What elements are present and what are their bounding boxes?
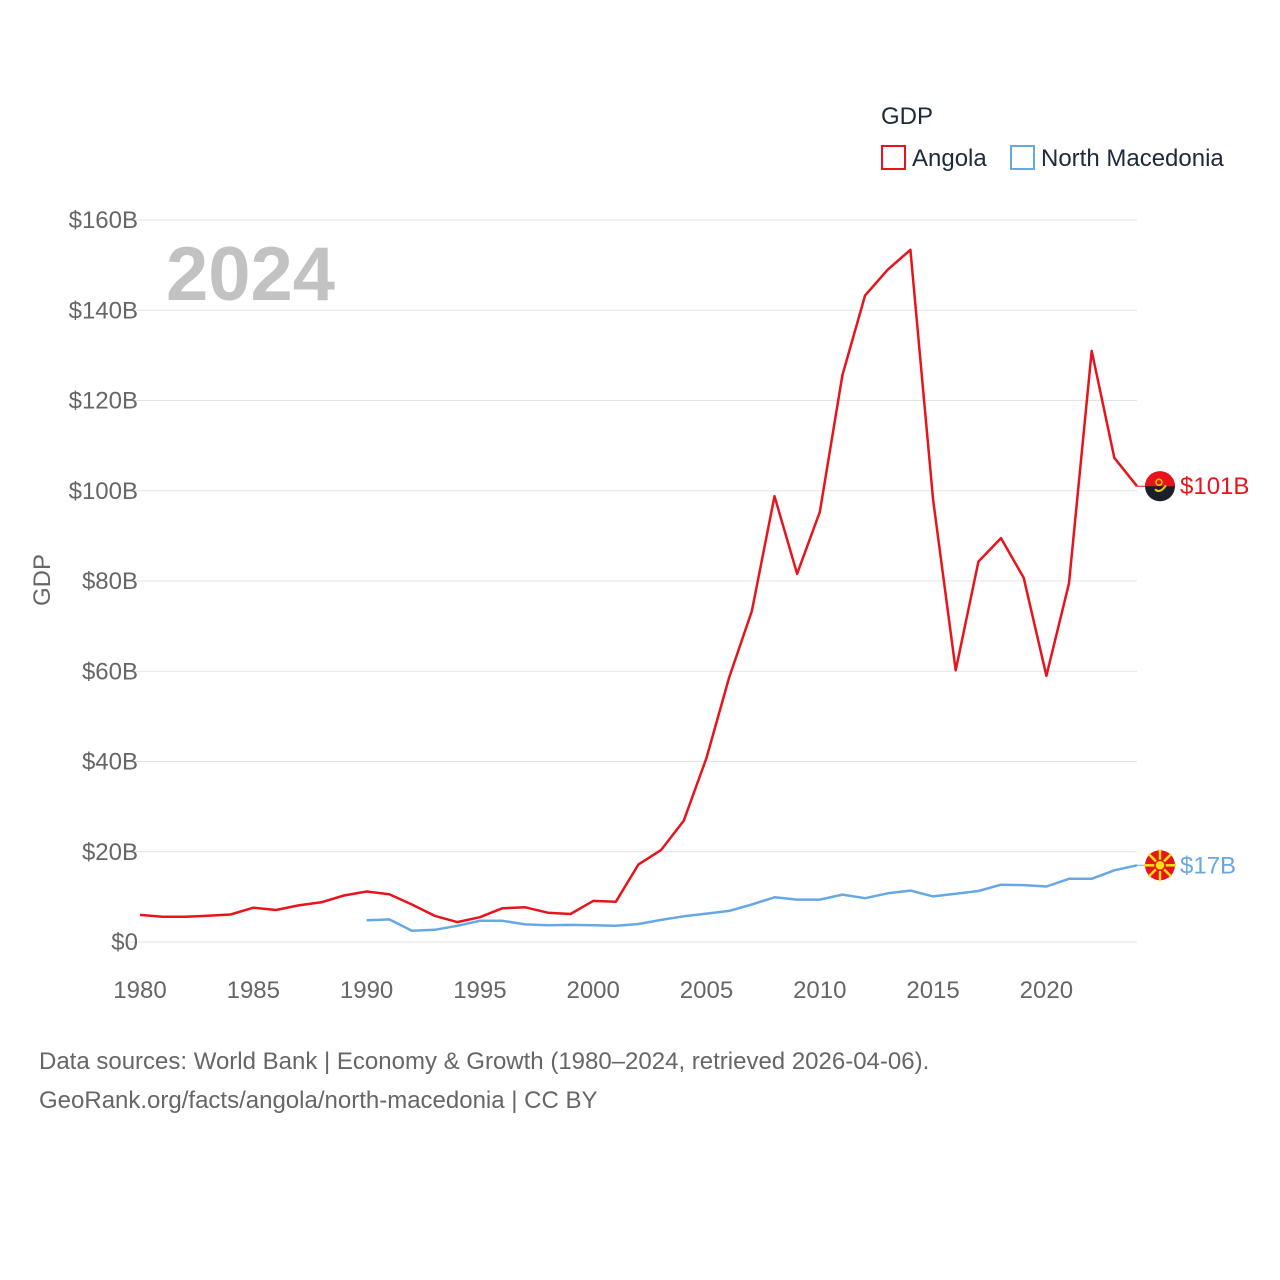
y-tick-label: $160B (69, 207, 138, 234)
series-line-angola[interactable] (139, 248, 1138, 924)
x-tick-label: 2010 (793, 977, 846, 1004)
legend-title: GDP (881, 103, 933, 130)
legend-swatch-north-macedonia (1010, 145, 1035, 170)
x-tick-label: 2020 (1020, 977, 1073, 1004)
source-line-2[interactable]: GeoRank.org/facts/angola/north-macedonia… (39, 1087, 598, 1114)
y-tick-label: $0 (111, 929, 138, 956)
legend-item-angola[interactable]: Angola (881, 145, 987, 172)
x-tick-label: 1985 (227, 977, 280, 1004)
x-tick-label: 1995 (453, 977, 506, 1004)
legend-label-north-macedonia: North Macedonia (1041, 145, 1224, 172)
x-tick-label: 2005 (680, 977, 733, 1004)
x-tick-label: 2015 (906, 977, 959, 1004)
y-axis-label: GDP (29, 554, 56, 606)
y-tick-label: $40B (82, 749, 138, 776)
x-axis-ticks: 1980 1985 1990 1995 2000 2005 2010 2015 2020 (113, 977, 1073, 1004)
x-tick-label: 2000 (566, 977, 619, 1004)
legend: GDP Angola North Macedonia (881, 103, 1224, 172)
legend-label-angola: Angola (912, 145, 987, 172)
year-watermark: 2024 (166, 232, 335, 317)
end-labels: $101B $17B (1137, 471, 1249, 882)
y-tick-label: $120B (69, 388, 138, 415)
y-tick-label: $80B (82, 568, 138, 595)
y-tick-label: $140B (69, 297, 138, 324)
y-tick-label: $20B (82, 839, 138, 866)
x-tick-label: 1990 (340, 977, 393, 1004)
north-macedonia-flag-icon (1144, 849, 1176, 882)
end-label-north-macedonia: $17B (1180, 852, 1236, 879)
legend-item-north-macedonia[interactable]: North Macedonia (1010, 145, 1224, 172)
source-line-1: Data sources: World Bank | Economy & Gro… (39, 1048, 929, 1075)
x-tick-label: 1980 (113, 977, 166, 1004)
series-layer (139, 248, 1138, 932)
legend-swatch-angola (881, 145, 906, 170)
y-tick-label: $60B (82, 658, 138, 685)
series-line-north-macedonia[interactable] (366, 864, 1138, 932)
y-tick-label: $100B (69, 478, 138, 505)
y-axis-ticks: $0 $20B $40B $60B $80B $100B $120B $140B $160B (69, 207, 138, 956)
angola-flag-icon (1145, 471, 1175, 502)
end-label-angola: $101B (1180, 473, 1249, 500)
grid-layer (128, 219, 1137, 943)
